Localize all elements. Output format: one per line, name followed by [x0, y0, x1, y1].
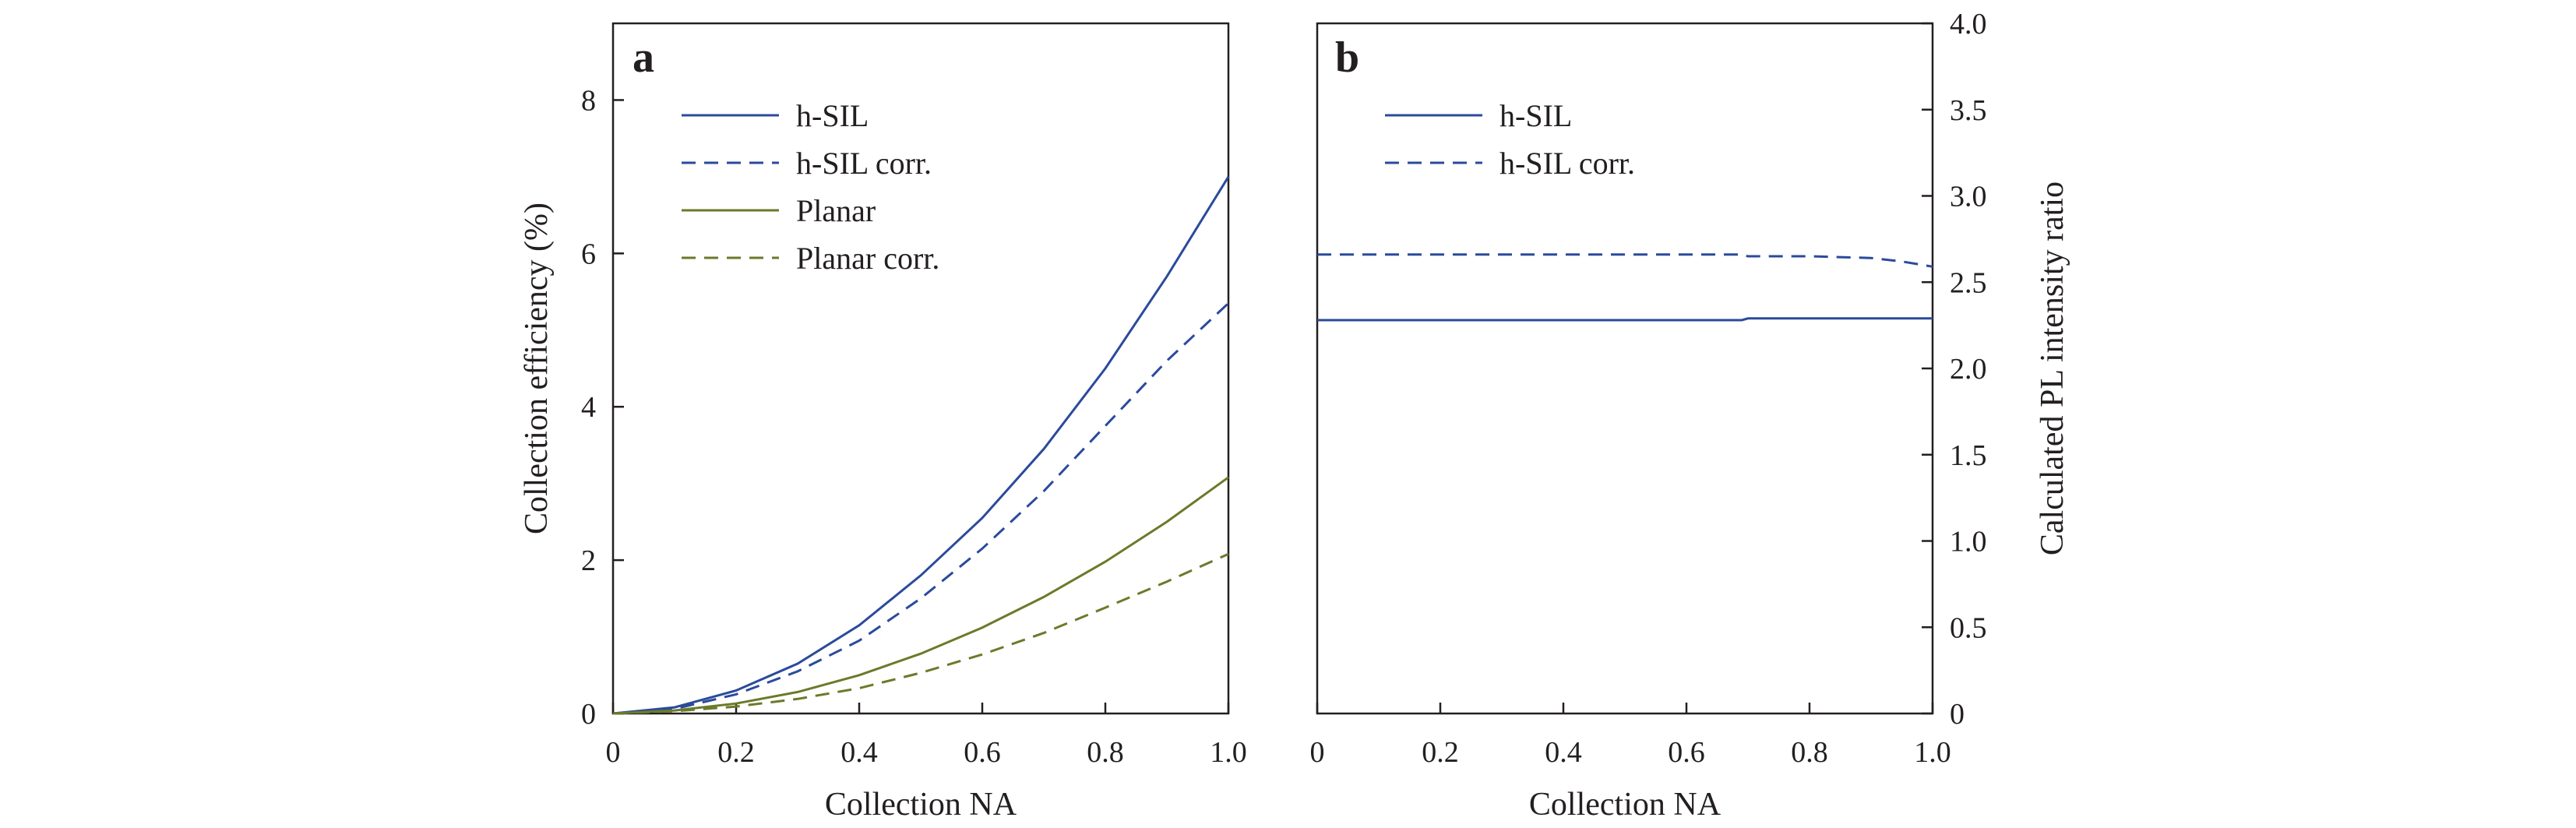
legend-label: Planar corr. — [796, 241, 939, 276]
x-tick-label: 0.4 — [840, 736, 878, 769]
series-line-h-sil-corr — [1317, 253, 1933, 268]
x-tick-label: 1.0 — [1914, 736, 1951, 769]
x-tick-label: 0.6 — [1668, 736, 1705, 769]
y-tick-label: 2 — [581, 544, 596, 577]
y-tick-label: 6 — [581, 238, 596, 270]
panel-a: 0 0.2 0.4 0.6 0.8 1.0 0 2 4 6 8 Collection NA Collec… — [519, 22, 1247, 823]
legend-label: h-SIL — [1499, 98, 1572, 133]
y-tick-label: 8 — [581, 84, 596, 117]
series-line-h-sil — [1317, 317, 1933, 322]
panel-b: 0 0.2 0.4 0.6 0.8 1.0 0 0.5 1.0 1.5 2.0 2.5 3.0 3.5 4.… — [1310, 8, 2071, 823]
x-tick-label: 0 — [1310, 736, 1325, 769]
legend-label: h-SIL corr. — [1499, 146, 1635, 181]
legend-label: h-SIL corr. — [796, 146, 932, 181]
legend-label: h-SIL — [796, 98, 869, 133]
x-tick-label: 0 — [606, 736, 621, 769]
panel-letter: b — [1335, 33, 1359, 82]
series-line-h-sil-corr — [612, 302, 1230, 715]
y-axis-title: Calculated PL intensity ratio — [2035, 181, 2070, 555]
y-tick-label: 0 — [1950, 698, 1965, 731]
panel-letter: a — [633, 33, 654, 82]
x-tick-label: 0.4 — [1545, 736, 1582, 769]
y-tick-label: 2.0 — [1950, 353, 1987, 386]
series-line-planar-corr — [612, 552, 1229, 715]
y-tick-label: 1.0 — [1950, 526, 1987, 558]
legend: h-SIL h-SIL corr. Planar Planar corr. — [682, 98, 939, 276]
x-tick-label: 1.0 — [1210, 736, 1247, 769]
x-tick-label: 0.8 — [1791, 736, 1828, 769]
y-tick-label: 0 — [581, 698, 596, 731]
series-line-planar — [612, 476, 1229, 715]
x-tick-label: 0.2 — [1422, 736, 1459, 769]
x-tick-label: 0.8 — [1087, 736, 1124, 769]
plot-frame — [611, 22, 1230, 715]
legend: h-SIL h-SIL corr. — [1385, 98, 1635, 181]
y-tick-label: 4.0 — [1950, 8, 1987, 41]
y-tick-label: 3.0 — [1950, 181, 1987, 213]
y-tick-label: 1.5 — [1950, 439, 1987, 472]
x-axis-title: Collection NA — [825, 787, 1017, 823]
plot-frame — [1316, 22, 1934, 715]
y-tick-label: 0.5 — [1950, 611, 1987, 644]
y-tick-label: 4 — [581, 391, 596, 424]
y-tick-label: 3.5 — [1950, 94, 1987, 127]
x-axis-title: Collection NA — [1529, 787, 1721, 823]
x-tick-label: 0.2 — [717, 736, 755, 769]
x-tick-label: 0.6 — [964, 736, 1001, 769]
legend-label: Planar — [796, 193, 876, 228]
y-axis-title: Collection efficiency (%) — [519, 203, 555, 534]
y-tick-label: 2.5 — [1950, 266, 1987, 299]
series-line-h-sil — [612, 176, 1230, 715]
